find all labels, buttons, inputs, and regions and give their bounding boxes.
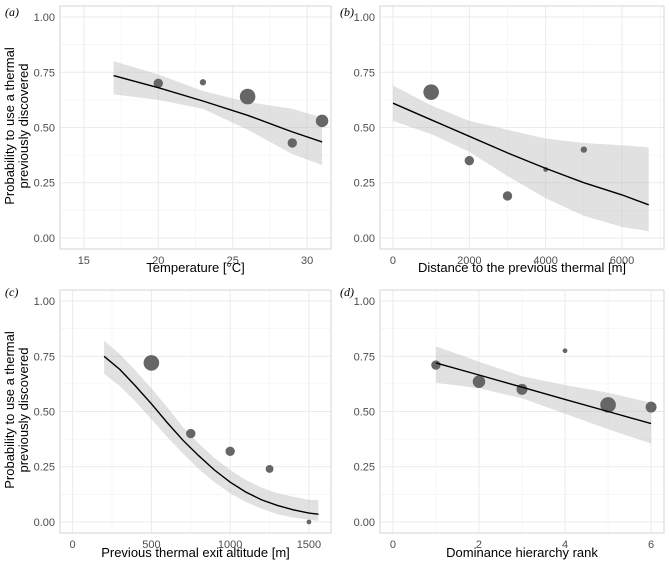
x-tick-label: 4000 <box>533 255 557 267</box>
confidence-band <box>435 346 652 444</box>
panel-border <box>59 289 332 534</box>
y-tick-label: 0.00 <box>34 233 55 245</box>
x-tick-label: 6 <box>648 539 654 551</box>
data-point <box>600 397 616 413</box>
data-point <box>472 375 486 388</box>
data-point <box>431 360 441 370</box>
panel-label: (b) <box>340 5 354 19</box>
x-tick-label: 4 <box>562 539 568 551</box>
panel-border <box>59 5 332 250</box>
x-tick-label: 25 <box>227 255 239 267</box>
panel-label: (a) <box>5 5 19 19</box>
y-tick-label: 0.75 <box>34 67 55 79</box>
data-point <box>265 465 274 473</box>
panel-b: 0.00 0.25 0.50 0.75 1.00 0 2000 4000 6000Distanc… <box>340 5 665 275</box>
data-point <box>153 78 163 89</box>
panel-border <box>379 5 665 250</box>
panel-a: 0.00 0.25 0.50 0.75 1.00 15 20 25 30 Temperature … <box>5 5 332 275</box>
y-axis-label-top-line2: previously discovered <box>16 63 31 188</box>
data-point <box>306 519 312 525</box>
y-tick-label: 0.25 <box>354 462 375 474</box>
x-tick-label: 1000 <box>218 539 242 551</box>
y-tick-label: 0.50 <box>354 123 375 135</box>
y-axis-label-bottom-line2: previously discovered <box>16 347 31 472</box>
x-tick-label: 15 <box>78 255 90 267</box>
x-tick-label: 0 <box>70 539 76 551</box>
y-tick-label: 0.50 <box>34 407 55 419</box>
x-tick-label: 30 <box>301 255 313 267</box>
x-tick-label: 0 <box>390 539 396 551</box>
x-axis-label: Distance to the previous thermal [m] <box>418 260 626 275</box>
x-tick-label: 2 <box>476 539 482 551</box>
panel-d: 0.00 0.25 0.50 0.75 1.00 0 2 4 6 Dominance hierar… <box>340 285 665 560</box>
data-point <box>464 155 475 166</box>
y-tick-label: 1.00 <box>34 296 55 308</box>
y-tick-label: 0.00 <box>354 233 375 245</box>
data-point <box>580 146 587 153</box>
fit-line <box>392 102 649 206</box>
fit-line <box>435 362 652 425</box>
y-tick-label: 1.00 <box>34 12 55 24</box>
y-tick-label: 0.75 <box>34 351 55 363</box>
x-tick-label: 2000 <box>457 255 481 267</box>
y-tick-label: 0.75 <box>354 351 375 363</box>
x-tick-label: 6000 <box>610 255 634 267</box>
data-point <box>239 88 256 105</box>
x-tick-label: 1500 <box>297 539 321 551</box>
x-tick-label: 20 <box>152 255 164 267</box>
data-point <box>225 446 235 456</box>
data-point <box>287 138 297 148</box>
y-tick-label: 0.50 <box>354 407 375 419</box>
data-point <box>143 355 160 371</box>
y-tick-label: 1.00 <box>354 296 375 308</box>
x-axis-label: Previous thermal exit altitude [m] <box>101 545 290 560</box>
y-tick-label: 0.00 <box>34 517 55 529</box>
panel-label: (c) <box>5 285 18 299</box>
y-tick-label: 0.75 <box>354 67 375 79</box>
data-point <box>423 84 439 100</box>
y-axis-label-top-line1: Probability to use a thermal <box>2 47 17 205</box>
panel-c: 0.00 0.25 0.50 0.75 1.00 0 500 1000 1500 Previous… <box>5 285 332 560</box>
fit-line <box>103 355 319 515</box>
y-axis-label-bottom-line1: Probability to use a thermal <box>2 331 17 489</box>
confidence-band <box>104 340 319 521</box>
y-tick-label: 1.00 <box>354 12 375 24</box>
x-tick-label: 0 <box>390 255 396 267</box>
x-axis-label: Temperature [°C] <box>146 260 244 275</box>
x-tick-label: 500 <box>142 539 160 551</box>
data-point <box>315 114 329 128</box>
data-point <box>199 79 207 86</box>
y-tick-label: 0.50 <box>34 123 55 135</box>
fit-line <box>113 74 323 143</box>
data-point <box>186 428 196 439</box>
x-axis-label: Dominance hierarchy rank <box>446 545 598 560</box>
y-tick-label: 0.25 <box>34 462 55 474</box>
data-point <box>502 191 513 201</box>
data-point <box>645 401 657 413</box>
y-tick-label: 0.00 <box>354 517 375 529</box>
y-tick-label: 0.25 <box>34 178 55 190</box>
confidence-band <box>113 61 323 166</box>
data-point <box>562 348 568 354</box>
panel-border <box>379 289 665 534</box>
panel-label: (d) <box>340 285 354 299</box>
y-tick-label: 0.25 <box>354 178 375 190</box>
